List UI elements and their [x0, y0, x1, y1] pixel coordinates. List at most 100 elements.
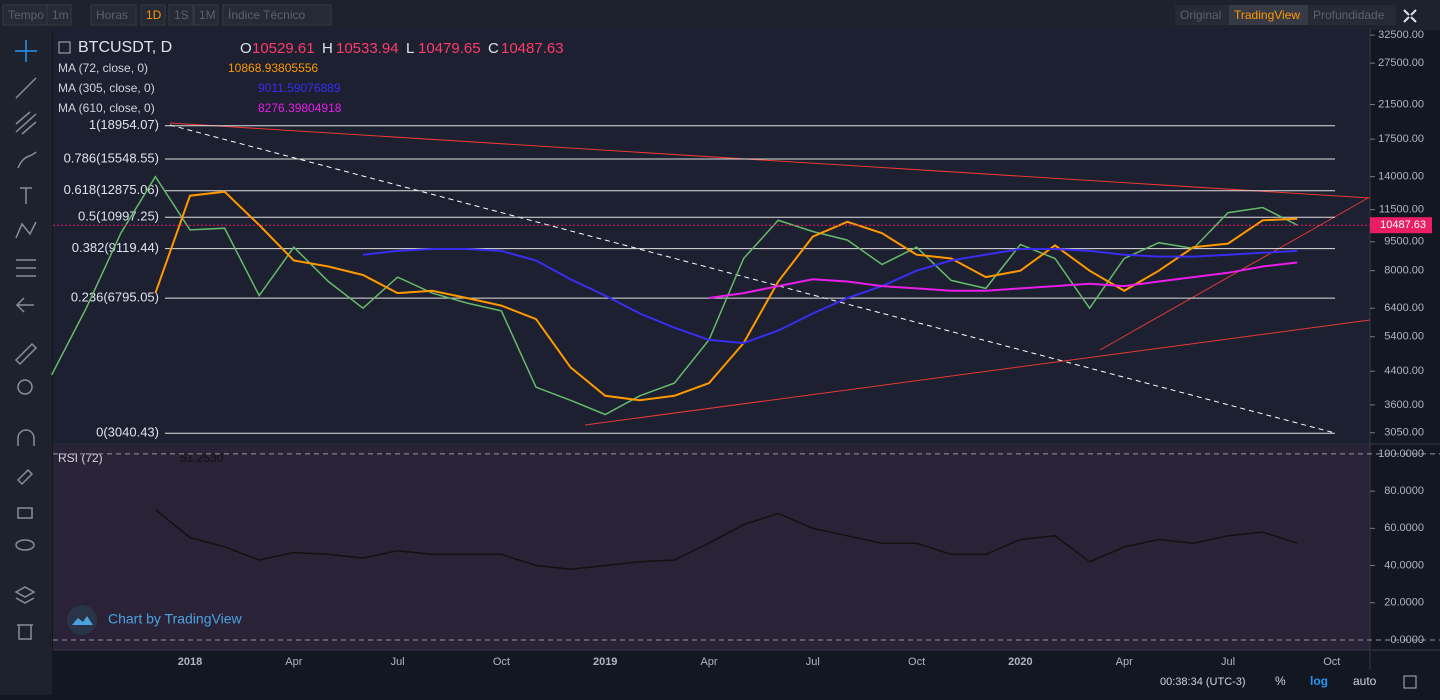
drawing-tools[interactable] — [14, 40, 38, 640]
visibility-tool[interactable] — [15, 539, 35, 551]
magnet-tool[interactable] — [17, 429, 35, 446]
x-tick-label: Jul — [1221, 656, 1235, 668]
y-tick-label: 17500.00 — [1378, 133, 1424, 145]
price-pane — [53, 28, 1370, 443]
y-tick-label: 3600.00 — [1384, 399, 1424, 411]
x-tick-label: Jul — [391, 656, 405, 668]
ruler-tool[interactable] — [14, 342, 38, 366]
toolbar-button[interactable] — [46, 4, 72, 26]
indicator-name: RSI (72) — [58, 451, 103, 465]
toolbar-button[interactable] — [1175, 5, 1237, 25]
trend-line — [169, 122, 1371, 199]
y-tick-label: 27500.00 — [1378, 57, 1424, 69]
toolbar-button[interactable] — [1229, 5, 1311, 25]
toolbar-button-label[interactable]: Índice Técnico — [228, 7, 305, 22]
rsi-pane — [53, 445, 1370, 650]
x-tick-label: Oct — [493, 656, 510, 668]
back-tool[interactable] — [15, 297, 34, 313]
pattern-tool[interactable] — [15, 221, 37, 239]
x-tick-label: 2018 — [178, 656, 202, 668]
collapse-button[interactable] — [58, 41, 71, 54]
line-tool[interactable] — [15, 77, 37, 99]
fib-label: 0.618(12875.06) — [64, 182, 159, 197]
watermark-logo — [67, 605, 97, 635]
y-tick-label: 3050.00 — [1384, 427, 1424, 439]
diagonal-dashed-line — [169, 124, 1336, 434]
fib-label: 0(3040.43) — [96, 425, 159, 440]
watermark-logo-mark — [72, 616, 93, 625]
last-price-label: 10487.63 — [1380, 219, 1426, 231]
ohlc-value: 10487.63 — [501, 40, 564, 57]
fib-label: 0.786(15548.55) — [64, 150, 159, 165]
indicator-name: MA (610, close, 0) — [58, 101, 155, 115]
toolbar-button-label[interactable]: Profundidade — [1313, 8, 1385, 22]
last-price-badge — [1370, 217, 1432, 234]
y-tick-label: 100.0000 — [1378, 448, 1424, 460]
indicator-name: MA (72, close, 0) — [58, 61, 148, 75]
toolbar-button[interactable] — [90, 4, 137, 26]
toolbar-button-label[interactable]: 1S — [174, 8, 189, 22]
y-tick-label: 4400.00 — [1384, 365, 1424, 377]
moving-average — [362, 248, 1298, 345]
ohlc-label: H — [322, 40, 333, 57]
toolbar-button-label[interactable]: Original — [1180, 8, 1221, 22]
left-toolbar — [0, 30, 52, 695]
toolbar-button[interactable] — [193, 4, 219, 26]
symbol-title: BTCUSDT, D — [78, 39, 172, 56]
brush-tool[interactable] — [17, 151, 37, 169]
lock-drawing-tool[interactable] — [16, 468, 34, 486]
toolbar-button-label[interactable]: 1M — [199, 8, 216, 22]
zoom-tool[interactable] — [17, 379, 33, 395]
toolbar-button-label[interactable]: Tempo — [8, 8, 44, 22]
toolbar-button[interactable] — [1308, 5, 1396, 25]
ohlc-value: 10529.61 — [252, 40, 315, 57]
toolbar-button[interactable] — [168, 4, 194, 26]
toolbar-button-label[interactable]: 1D — [146, 8, 162, 22]
x-tick-label: 2020 — [1008, 656, 1032, 668]
toolbar-button[interactable] — [222, 4, 332, 26]
lock-tool[interactable] — [17, 507, 33, 519]
percent-button[interactable]: % — [1275, 674, 1286, 688]
x-tick-label: Jul — [806, 656, 820, 668]
toolbar-button-label[interactable]: Horas — [96, 8, 128, 22]
layers-tool[interactable] — [14, 586, 36, 604]
y-tick-label: 20.0000 — [1384, 597, 1424, 609]
y-tick-label: 9500.00 — [1384, 236, 1424, 248]
crosshair-tool[interactable] — [15, 40, 37, 62]
fullscreen-button[interactable] — [1403, 9, 1417, 23]
x-tick-label: Apr — [700, 656, 717, 668]
trend-line — [1099, 197, 1369, 351]
y-tick-label: 21500.00 — [1378, 98, 1424, 110]
moving-average — [154, 190, 1298, 402]
text-tool[interactable] — [20, 187, 32, 204]
x-tick-label: Oct — [1323, 656, 1340, 668]
y-tick-label: 0.0000 — [1390, 634, 1424, 646]
pitchfork-tool[interactable] — [15, 111, 37, 135]
trash-tool[interactable] — [17, 624, 33, 640]
y-tick-label: 40.0000 — [1384, 559, 1424, 571]
y-tick-label: 11500.00 — [1379, 204, 1424, 216]
y-tick-label: 8000.00 — [1384, 265, 1424, 277]
y-tick-label: 32500.00 — [1378, 29, 1424, 41]
watermark[interactable]: Chart by TradingView — [108, 611, 242, 627]
indicator-value: 8276.39804918 — [258, 101, 342, 115]
ohlc-label: C — [488, 40, 499, 57]
toolbar-button[interactable] — [140, 4, 166, 26]
y-tick-label: 14000.00 — [1378, 171, 1424, 183]
price-line — [154, 509, 1298, 571]
auto-button[interactable]: auto — [1353, 674, 1377, 688]
ohlc-label: L — [406, 40, 414, 57]
fib-label: 0.236(6795.05) — [71, 290, 159, 305]
log-button[interactable]: log — [1310, 674, 1328, 688]
settings-button[interactable] — [1403, 675, 1417, 689]
toolbar-button-label[interactable]: TradingView — [1234, 8, 1300, 22]
indicator-value: 51.2530 — [180, 451, 224, 465]
x-tick-label: Apr — [285, 656, 302, 668]
x-tick-label: Apr — [1116, 656, 1133, 668]
y-tick-label: 6400.00 — [1384, 302, 1424, 314]
indicator-value: 9011.59076889 — [258, 81, 341, 95]
fib-tool[interactable] — [16, 259, 36, 277]
toolbar-button-label[interactable]: 1m — [52, 8, 69, 22]
